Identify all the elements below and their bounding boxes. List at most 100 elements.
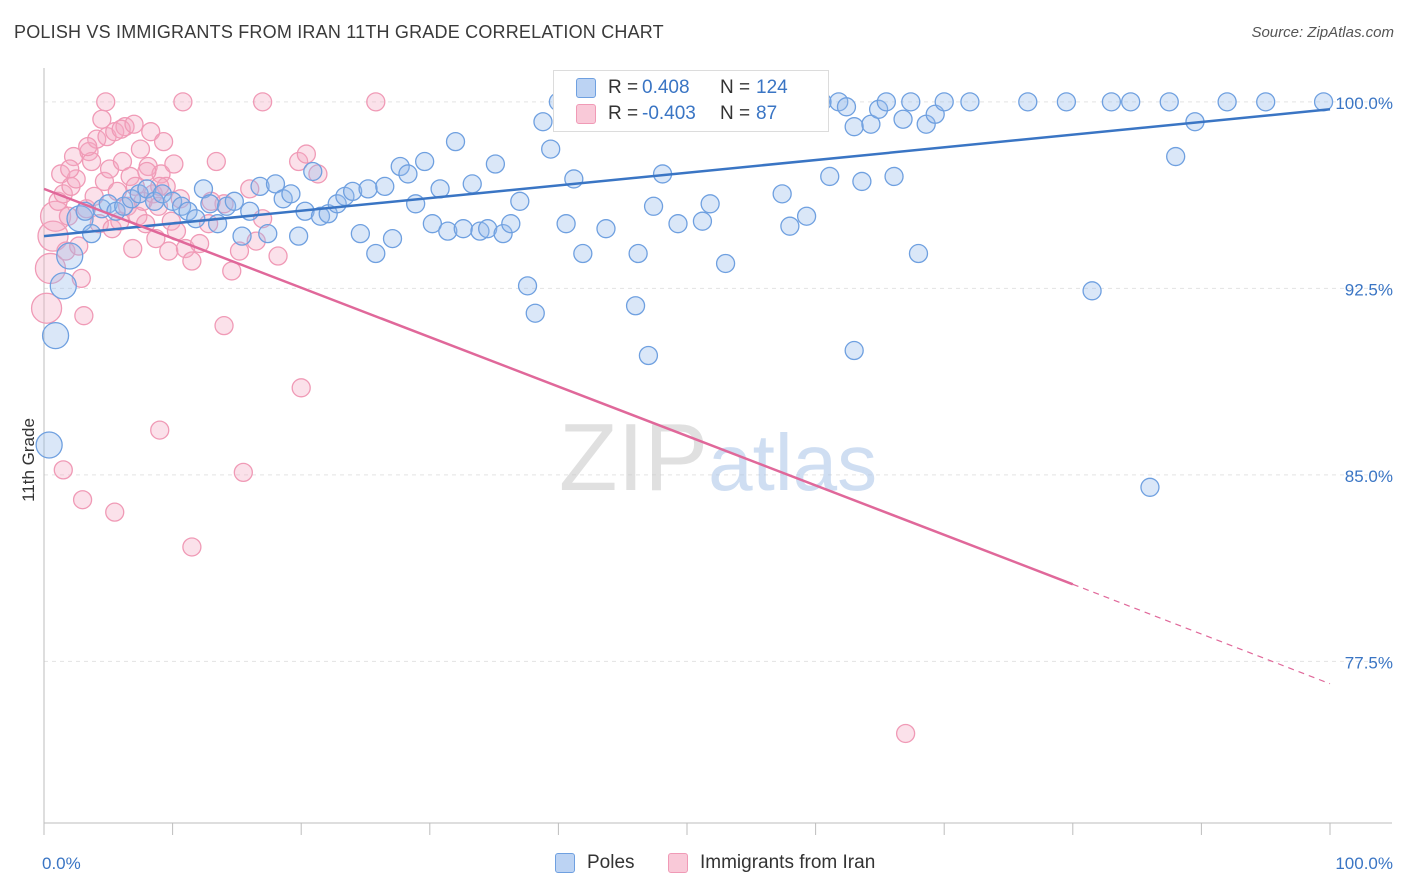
iran-trend-extension	[1072, 583, 1331, 685]
iran-point	[123, 238, 143, 259]
poles-point	[49, 272, 77, 300]
iran-point	[71, 268, 91, 289]
poles-point	[573, 243, 593, 264]
iran-point	[252, 92, 273, 112]
poles-point	[533, 112, 553, 132]
poles-point	[556, 214, 576, 234]
poles-point	[171, 196, 192, 216]
poles-point	[517, 276, 538, 296]
series-legend-poles[interactable]: Poles	[555, 852, 635, 874]
poles-point	[901, 92, 921, 112]
series-label-iran: Immigrants from Iran	[700, 852, 876, 873]
iran-point	[288, 151, 309, 172]
poles-point	[1140, 477, 1160, 497]
poles-point	[1159, 92, 1179, 112]
iran-point	[30, 292, 63, 324]
poles-point	[1166, 146, 1186, 167]
poles-point	[366, 243, 386, 264]
watermark-text: ZIPatlas	[559, 404, 877, 511]
poles-point	[445, 131, 466, 152]
iran-point	[268, 246, 288, 266]
legend-r-value: -0.403	[642, 103, 696, 124]
legend-swatch-poles	[576, 78, 596, 98]
poles-point	[265, 174, 286, 194]
poles-point	[628, 243, 648, 264]
poles-point	[342, 181, 363, 202]
iran-point	[72, 490, 93, 510]
iran-point	[246, 231, 266, 251]
iran-point	[112, 151, 133, 172]
poles-point	[250, 176, 270, 197]
chart-title: POLISH VS IMMIGRANTS FROM IRAN 11TH GRAD…	[14, 22, 664, 42]
poles-point	[422, 214, 443, 234]
legend-r-label: R =	[608, 77, 639, 98]
iran-point	[141, 122, 161, 142]
poles-point	[868, 99, 889, 119]
iran-point	[233, 462, 253, 483]
poles-point	[852, 171, 872, 192]
poles-trend-line	[43, 108, 1331, 238]
iran-point	[105, 502, 125, 522]
y-tick-label: 100.0%	[1335, 94, 1393, 113]
iran-point	[182, 537, 202, 557]
poles-point	[541, 139, 561, 159]
poles-point	[382, 228, 403, 249]
iran-point	[291, 378, 311, 398]
poles-point	[700, 194, 720, 214]
poles-point	[1082, 281, 1102, 301]
poles-point	[288, 226, 309, 246]
legend-n-value: 87	[756, 103, 778, 124]
iran-point	[60, 159, 80, 179]
y-tick-label: 85.0%	[1345, 467, 1393, 486]
iran-point	[214, 315, 234, 336]
legend-row-poles: R = 0.408 N = 124	[576, 76, 788, 100]
iran-point	[66, 169, 86, 189]
iran-point	[63, 146, 84, 167]
poles-point	[406, 194, 426, 214]
poles-point	[934, 92, 954, 112]
y-tick-label: 77.5%	[1345, 653, 1393, 672]
iran-trend-line	[43, 187, 1074, 586]
x-tick-labels: 0.0% 100.0%	[42, 854, 1393, 873]
poles-point	[178, 201, 198, 221]
poles-point	[350, 223, 371, 244]
poles-point	[884, 166, 904, 187]
poles-point	[796, 206, 817, 226]
y-axis-label: 11th Grade	[19, 418, 38, 502]
poles-point	[258, 223, 278, 244]
series-legend-iran[interactable]: Immigrants from Iran	[668, 852, 875, 874]
poles-point	[281, 184, 301, 204]
poles-point	[438, 221, 458, 241]
poles-point	[820, 166, 840, 187]
poles-point	[780, 216, 800, 236]
x-tick-label: 0.0%	[42, 854, 81, 873]
poles-point	[41, 321, 70, 350]
poles-point	[485, 154, 506, 174]
poles-point	[1018, 92, 1038, 112]
poles-point	[470, 221, 490, 241]
watermark: ZIPatlas	[559, 404, 877, 511]
poles-point	[224, 191, 244, 211]
iran-point	[53, 460, 73, 480]
iran-point	[206, 151, 226, 172]
iran-point	[164, 154, 184, 174]
poles-point	[638, 345, 659, 366]
stats-legend: R = 0.408 N = 124 R = -0.403 N = 87	[553, 70, 829, 132]
iran-point	[296, 144, 316, 164]
poles-point	[1256, 92, 1276, 112]
iran-point	[150, 420, 170, 440]
poles-point	[692, 211, 713, 231]
iran-point	[153, 131, 174, 152]
poles-point	[35, 431, 63, 459]
poles-point	[908, 243, 929, 264]
iran-point	[161, 211, 181, 231]
iran-point	[81, 151, 102, 172]
x-tick-label: 100.0%	[1335, 854, 1393, 873]
poles-point	[390, 156, 410, 177]
iran-point	[74, 306, 94, 326]
poles-point	[186, 209, 206, 229]
legend-r-value: 0.408	[642, 77, 690, 98]
poles-point	[453, 219, 473, 239]
iran-point	[78, 136, 98, 157]
